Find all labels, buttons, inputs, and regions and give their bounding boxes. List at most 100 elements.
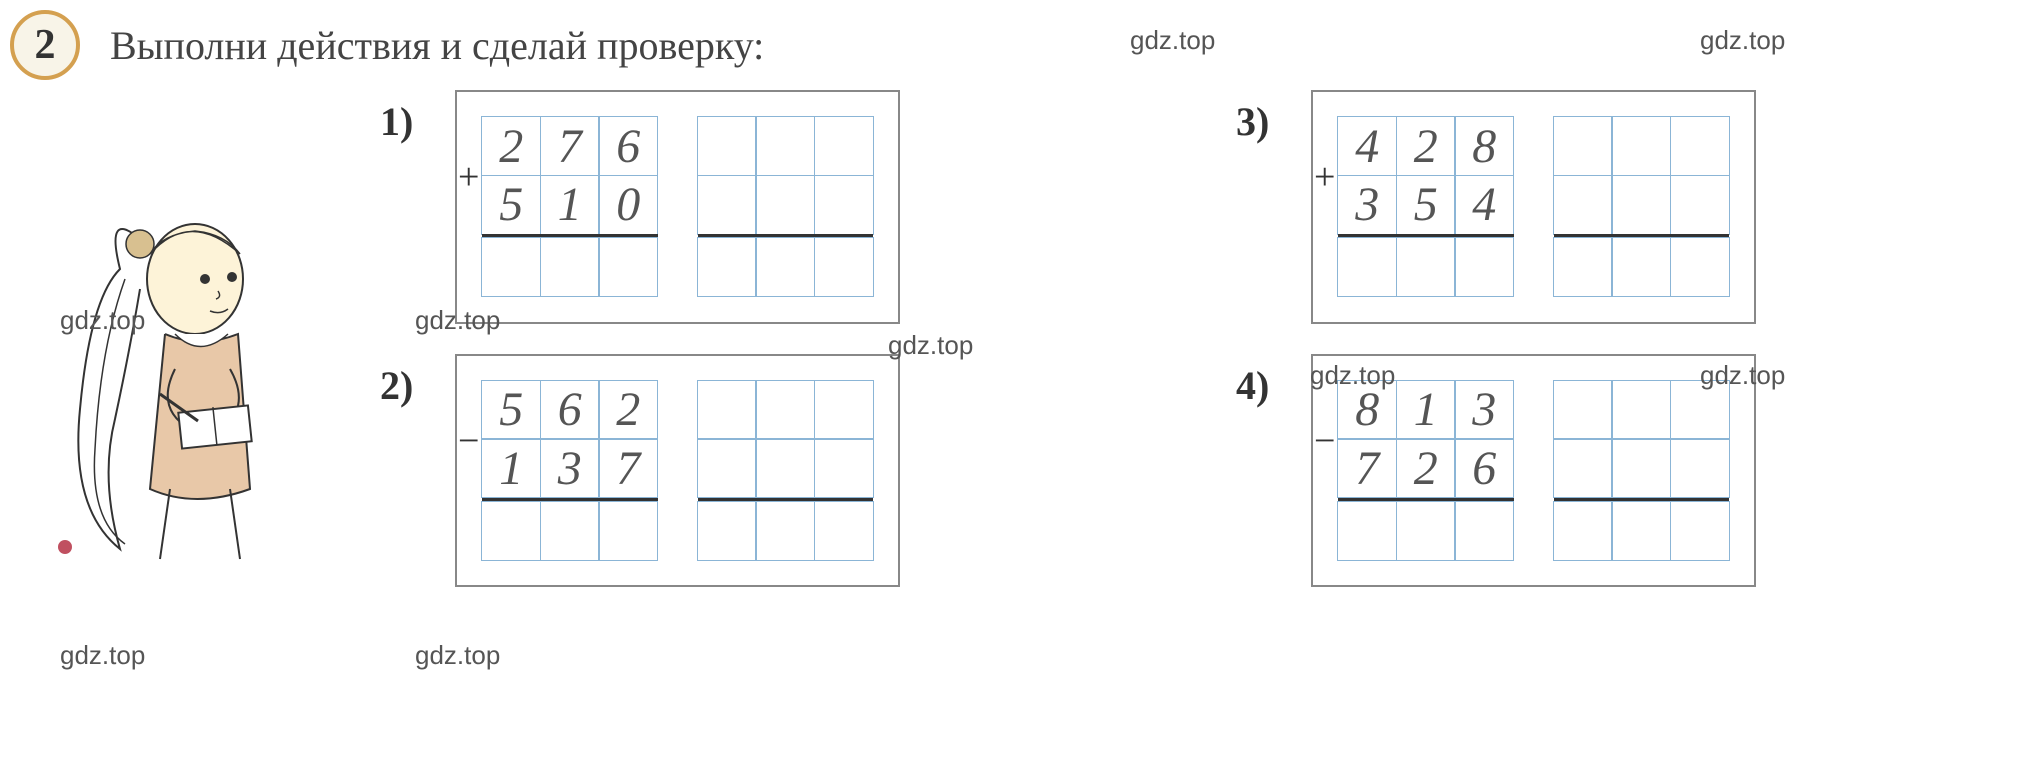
digit-row [482, 502, 658, 561]
problem: 2) −562137 [380, 354, 1156, 588]
digit-cell: 5 [1396, 175, 1456, 235]
digit-row [1554, 176, 1730, 235]
digit-row: 276 [482, 117, 658, 176]
problem-label: 4) [1236, 362, 1296, 409]
digit-cell: 0 [598, 175, 658, 235]
digit-cell [755, 438, 815, 498]
digit-row: 726 [1338, 439, 1514, 498]
digit-cell [1611, 380, 1671, 440]
digit-cell: 5 [481, 175, 541, 235]
digit-cell [540, 237, 600, 297]
digit-cell [755, 501, 815, 561]
digit-cell: 1 [481, 438, 541, 498]
digit-cell [598, 501, 658, 561]
digit-row [1554, 238, 1730, 297]
watermark: gdz.top [1700, 360, 1785, 391]
operator-sign: + [1314, 155, 1335, 199]
problem-frame: +276510 [455, 90, 900, 324]
digit-cell [1553, 380, 1613, 440]
digit-cell [1670, 438, 1730, 498]
digit-cell [755, 175, 815, 235]
digit-row [1554, 117, 1730, 176]
problem-label: 1) [380, 98, 440, 145]
digit-row [1338, 502, 1514, 561]
digit-cell [1611, 237, 1671, 297]
digit-row [482, 238, 658, 297]
digit-cell [755, 237, 815, 297]
girl-illustration [20, 90, 340, 587]
digit-cell: 6 [598, 116, 658, 176]
digit-row [698, 176, 874, 235]
digit-row: 354 [1338, 176, 1514, 235]
watermark: gdz.top [60, 640, 145, 671]
digit-cell [697, 501, 757, 561]
problem-frame: −562137 [455, 354, 900, 588]
digit-cell [1454, 501, 1514, 561]
math-operation: −813726 [1338, 381, 1514, 561]
digit-cell: 6 [540, 380, 600, 440]
digit-cell: 2 [598, 380, 658, 440]
operator-sign: + [458, 155, 479, 199]
digit-cell [1553, 237, 1613, 297]
watermark: gdz.top [1130, 25, 1215, 56]
digit-cell [481, 501, 541, 561]
digit-cell [1670, 175, 1730, 235]
digit-cell [755, 380, 815, 440]
digit-cell [697, 116, 757, 176]
math-operation: +276510 [482, 117, 658, 297]
check-operation [698, 381, 874, 561]
digit-row [1554, 502, 1730, 561]
digit-cell [1553, 175, 1613, 235]
check-operation [1554, 117, 1730, 297]
problem-label: 2) [380, 362, 440, 409]
digit-cell [1670, 501, 1730, 561]
digit-cell: 8 [1454, 116, 1514, 176]
digit-cell [697, 438, 757, 498]
digit-cell: 6 [1454, 438, 1514, 498]
problem: 1) +276510 [380, 90, 1156, 324]
digit-cell [1611, 501, 1671, 561]
digit-cell: 3 [540, 438, 600, 498]
problem-frame: +428354 [1311, 90, 1756, 324]
digit-row: 510 [482, 176, 658, 235]
digit-cell [1611, 175, 1671, 235]
digit-row [698, 502, 874, 561]
watermark: gdz.top [60, 305, 145, 336]
watermark: gdz.top [1700, 25, 1785, 56]
digit-row [1554, 439, 1730, 498]
digit-cell [540, 501, 600, 561]
watermark: gdz.top [415, 305, 500, 336]
digit-cell [598, 237, 658, 297]
digit-cell [1396, 501, 1456, 561]
watermark: gdz.top [888, 330, 973, 361]
math-operation: −562137 [482, 381, 658, 561]
digit-cell [1337, 501, 1397, 561]
digit-cell: 1 [540, 175, 600, 235]
math-operation: +428354 [1338, 117, 1514, 297]
operator-sign: − [1314, 419, 1335, 463]
digit-row [698, 117, 874, 176]
digit-cell: 5 [481, 380, 541, 440]
digit-cell [755, 116, 815, 176]
exercise-number-badge: 2 [10, 10, 80, 80]
digit-cell [814, 438, 874, 498]
digit-cell: 4 [1454, 175, 1514, 235]
digit-row [698, 238, 874, 297]
watermark: gdz.top [415, 640, 500, 671]
digit-row: 137 [482, 439, 658, 498]
check-operation [698, 117, 874, 297]
digit-row: 562 [482, 381, 658, 440]
digit-cell: 3 [1337, 175, 1397, 235]
digit-cell [814, 380, 874, 440]
digit-cell [697, 175, 757, 235]
check-operation [1554, 381, 1730, 561]
digit-cell [814, 501, 874, 561]
digit-cell: 3 [1454, 380, 1514, 440]
digit-cell [814, 237, 874, 297]
digit-cell [1553, 501, 1613, 561]
problem-label: 3) [1236, 98, 1296, 145]
digit-cell [1454, 237, 1514, 297]
digit-cell [1553, 438, 1613, 498]
problem: 3) +428354 [1236, 90, 2012, 324]
digit-row [1338, 238, 1514, 297]
